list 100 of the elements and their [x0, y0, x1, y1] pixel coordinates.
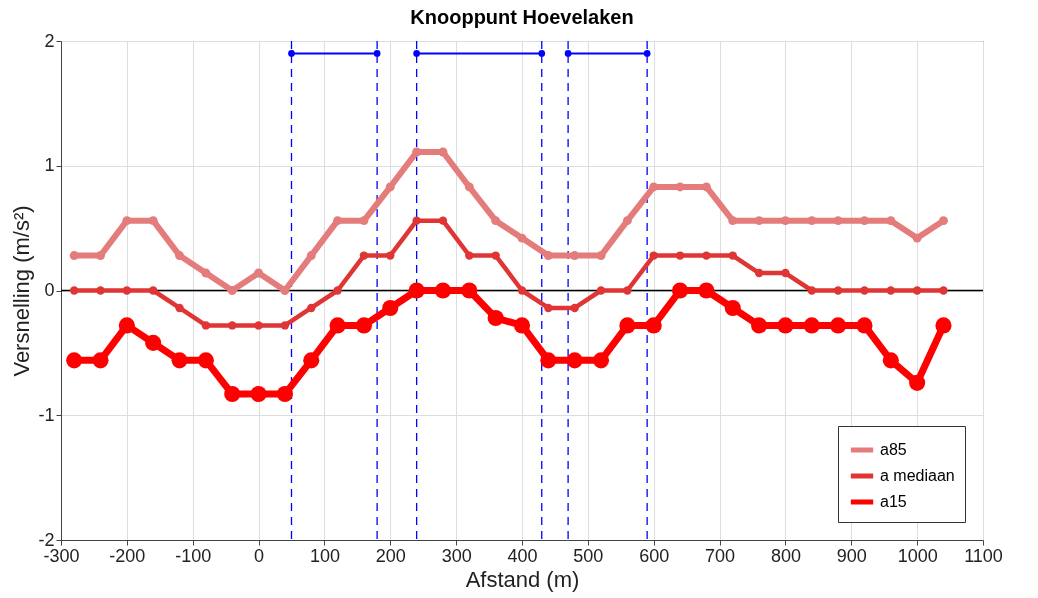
- point: [69, 251, 79, 261]
- x-tick-label: 200: [375, 545, 406, 566]
- point: [886, 286, 895, 295]
- point: [859, 216, 869, 226]
- point: [833, 216, 843, 226]
- point: [570, 251, 580, 261]
- point: [780, 216, 790, 226]
- point: [754, 216, 764, 226]
- point: [385, 182, 395, 192]
- point: [96, 251, 105, 261]
- point: [491, 251, 500, 260]
- point: [92, 352, 109, 369]
- x-tick-label: -200: [109, 545, 146, 566]
- point: [118, 317, 135, 334]
- point: [830, 317, 847, 334]
- point: [645, 317, 662, 334]
- x-tick-label: 500: [573, 545, 604, 566]
- point: [201, 268, 211, 278]
- point: [303, 352, 320, 369]
- x-tick-label: -100: [175, 545, 212, 566]
- point: [491, 216, 501, 226]
- point: [619, 317, 636, 334]
- point: [145, 334, 162, 351]
- point: [149, 286, 158, 295]
- point: [197, 352, 214, 369]
- point: [675, 251, 685, 260]
- point: [513, 317, 531, 334]
- point: [622, 216, 632, 226]
- point: [702, 251, 711, 260]
- point: [122, 216, 132, 226]
- point: [175, 251, 185, 261]
- point: [254, 268, 264, 278]
- x-tick-label: 1100: [964, 545, 1003, 566]
- point: [96, 286, 105, 295]
- point: [544, 303, 553, 313]
- x-tick-label: 0: [254, 545, 265, 566]
- point: [434, 282, 452, 299]
- y-tick-label: -1: [38, 404, 55, 425]
- point: [306, 251, 316, 261]
- point: [566, 352, 583, 369]
- x-tick-label: 700: [705, 545, 736, 566]
- x-tick-label: 100: [309, 545, 340, 566]
- point: [540, 352, 557, 369]
- point: [224, 386, 241, 403]
- point: [649, 251, 658, 260]
- point: [596, 251, 606, 261]
- legend-label: a85: [880, 441, 907, 458]
- point: [408, 282, 425, 299]
- point: [698, 282, 715, 299]
- point: [724, 299, 741, 317]
- point: [909, 374, 926, 391]
- y-tick-label: 2: [44, 30, 55, 51]
- point: [675, 182, 685, 192]
- y-axis-title: Versnelling (m/s²): [9, 205, 35, 377]
- point: [228, 321, 237, 330]
- point: [382, 299, 399, 317]
- point: [280, 321, 290, 330]
- point: [201, 321, 211, 330]
- x-tick-label: 600: [639, 545, 670, 566]
- point: [438, 216, 448, 225]
- x-tick-label: 800: [770, 545, 801, 566]
- legend-label: a mediaan: [880, 467, 955, 484]
- point: [807, 286, 816, 295]
- point: [728, 216, 738, 226]
- point: [386, 251, 395, 260]
- point: [886, 216, 896, 226]
- point: [69, 286, 79, 295]
- x-axis-title: Afstand (m): [465, 566, 580, 592]
- point: [487, 309, 504, 326]
- point: [939, 286, 948, 295]
- point: [122, 286, 132, 295]
- point: [250, 386, 267, 403]
- point: [564, 50, 572, 57]
- point: [935, 317, 952, 334]
- point: [882, 352, 899, 369]
- point: [860, 286, 869, 295]
- point: [643, 50, 651, 57]
- point: [307, 303, 316, 313]
- point: [465, 251, 474, 260]
- x-tick-label: 300: [441, 545, 472, 566]
- point: [807, 216, 817, 226]
- point: [333, 216, 343, 226]
- point: [939, 216, 948, 226]
- y-tick-label: 1: [44, 155, 55, 176]
- point: [464, 182, 474, 192]
- chart-title: Knooppunt Hoevelaken: [410, 6, 634, 28]
- point: [754, 268, 764, 278]
- point: [912, 233, 922, 243]
- point: [461, 282, 478, 299]
- point: [148, 216, 158, 226]
- point: [359, 216, 369, 226]
- point: [781, 268, 790, 278]
- point: [517, 286, 527, 295]
- point: [728, 251, 737, 260]
- point: [833, 286, 843, 295]
- point: [596, 286, 606, 295]
- x-tick-label: 1000: [897, 545, 938, 566]
- x-tick-label: 900: [836, 545, 867, 566]
- point: [412, 216, 421, 225]
- point: [66, 352, 83, 369]
